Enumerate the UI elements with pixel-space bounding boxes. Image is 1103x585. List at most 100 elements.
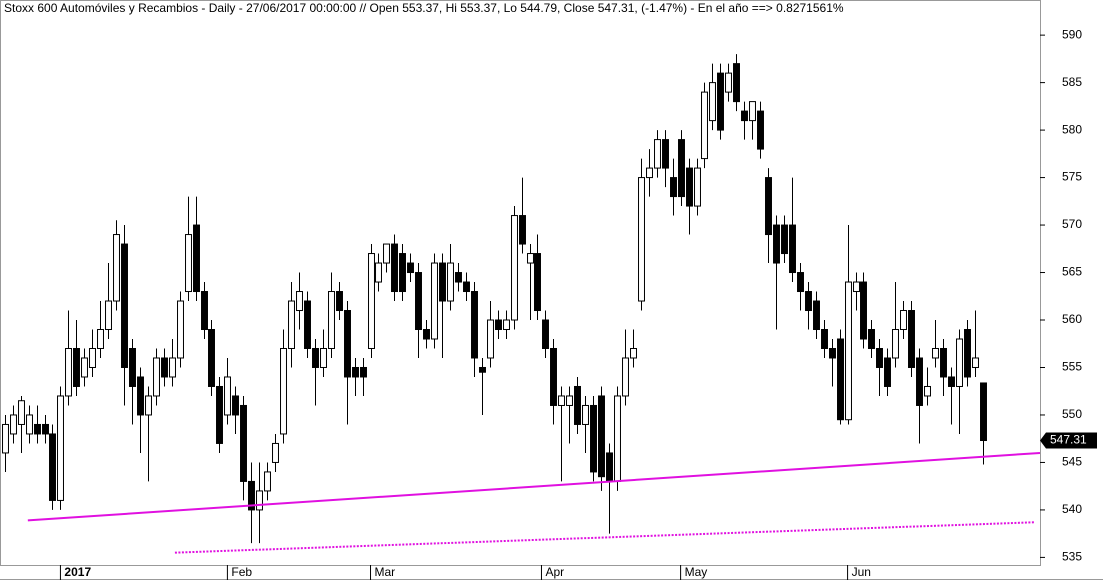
candle-body [18,400,25,425]
candle-body [709,82,716,122]
y-tick-label: 585 [1062,75,1082,89]
candle-body [352,366,359,378]
candle-body [360,366,367,378]
y-tick-label: 570 [1062,217,1082,231]
x-tick-label: Feb [231,565,252,579]
candle-body [805,291,812,312]
y-tick-label: 535 [1062,550,1082,564]
candle-body [733,63,740,103]
candle-body [169,357,176,378]
candle-body [415,272,422,331]
candle-body [956,338,963,387]
candle-body [900,310,907,331]
candle-body [280,347,287,435]
candle-body [272,442,279,463]
last-price-label: 547.31 [1050,433,1087,447]
candle-body [534,253,541,312]
candle-body [288,300,295,349]
candle-body [511,215,518,321]
candle-body [399,253,406,293]
candle-body [932,347,939,359]
candle-body [177,300,184,359]
y-tick-label: 540 [1062,502,1082,516]
candle-body [670,177,677,198]
candle-body [781,224,788,255]
candle-body [463,281,470,293]
candle-body [741,110,748,122]
y-tick-label: 555 [1062,360,1082,374]
candle-body [336,291,343,312]
candle-body [574,385,581,425]
candle-body [232,395,239,416]
candle-body [312,347,319,368]
x-tick-label: Mar [375,565,396,579]
candle-body [65,347,72,397]
candle-body [304,300,311,349]
candle-body [876,347,883,368]
candle-body [113,234,120,302]
y-tick-label: 575 [1062,170,1082,184]
candle-body [208,329,215,387]
candle-body [813,300,820,331]
candle-body [654,139,661,169]
candle-body [662,139,669,169]
candle-body [495,319,502,331]
candle-body [439,262,446,302]
y-tick-label: 550 [1062,407,1082,421]
candle-body [598,395,605,478]
candle-body [81,357,88,378]
candle-body [185,234,192,293]
candle-body [821,329,828,349]
candle-body [797,272,804,293]
candle-body [940,347,947,378]
candle-body [527,253,534,264]
x-tick-label: 2017 [64,565,91,579]
candle-body [2,423,9,454]
candle-body [407,262,414,274]
candle-body [121,243,128,368]
candle-body [34,423,41,435]
candle-body [391,243,398,293]
candle-body [725,72,732,93]
candle-body [550,347,557,406]
candle-body [89,347,96,368]
candle-body [837,338,844,421]
candle-body [320,347,327,368]
candle-body [558,395,565,406]
x-tick-label: Jun [852,565,871,579]
candle-body [129,347,136,387]
candle-body [57,395,64,501]
candle-body [145,395,152,416]
candle-body [566,395,573,406]
candle-body [860,281,867,340]
candle-body [137,376,144,416]
candle-body [773,224,780,264]
candle-body [383,243,390,264]
candle-body [519,215,526,245]
candle-body [678,139,685,198]
candle-body [105,300,112,331]
candle-body [201,291,208,331]
candle-body [845,281,852,421]
candle-body [694,167,701,207]
candle-body [240,404,247,482]
candle-body [42,423,49,435]
candle-body [328,291,335,349]
candle-body [455,272,462,283]
candle-body [868,329,875,349]
candle-body [717,72,724,131]
candle-body [423,329,430,340]
candle-body [479,366,486,373]
candle-body [622,357,629,397]
candle-body [447,262,454,302]
candle-body [749,101,756,122]
chart-title: Stoxx 600 Automóviles y Recambios - Dail… [4,1,844,15]
candle-body [884,357,891,387]
candle-body [853,281,860,293]
candle-body [765,177,772,236]
candle-body [606,452,613,482]
candle-body [701,91,708,160]
candle-body [161,357,168,378]
